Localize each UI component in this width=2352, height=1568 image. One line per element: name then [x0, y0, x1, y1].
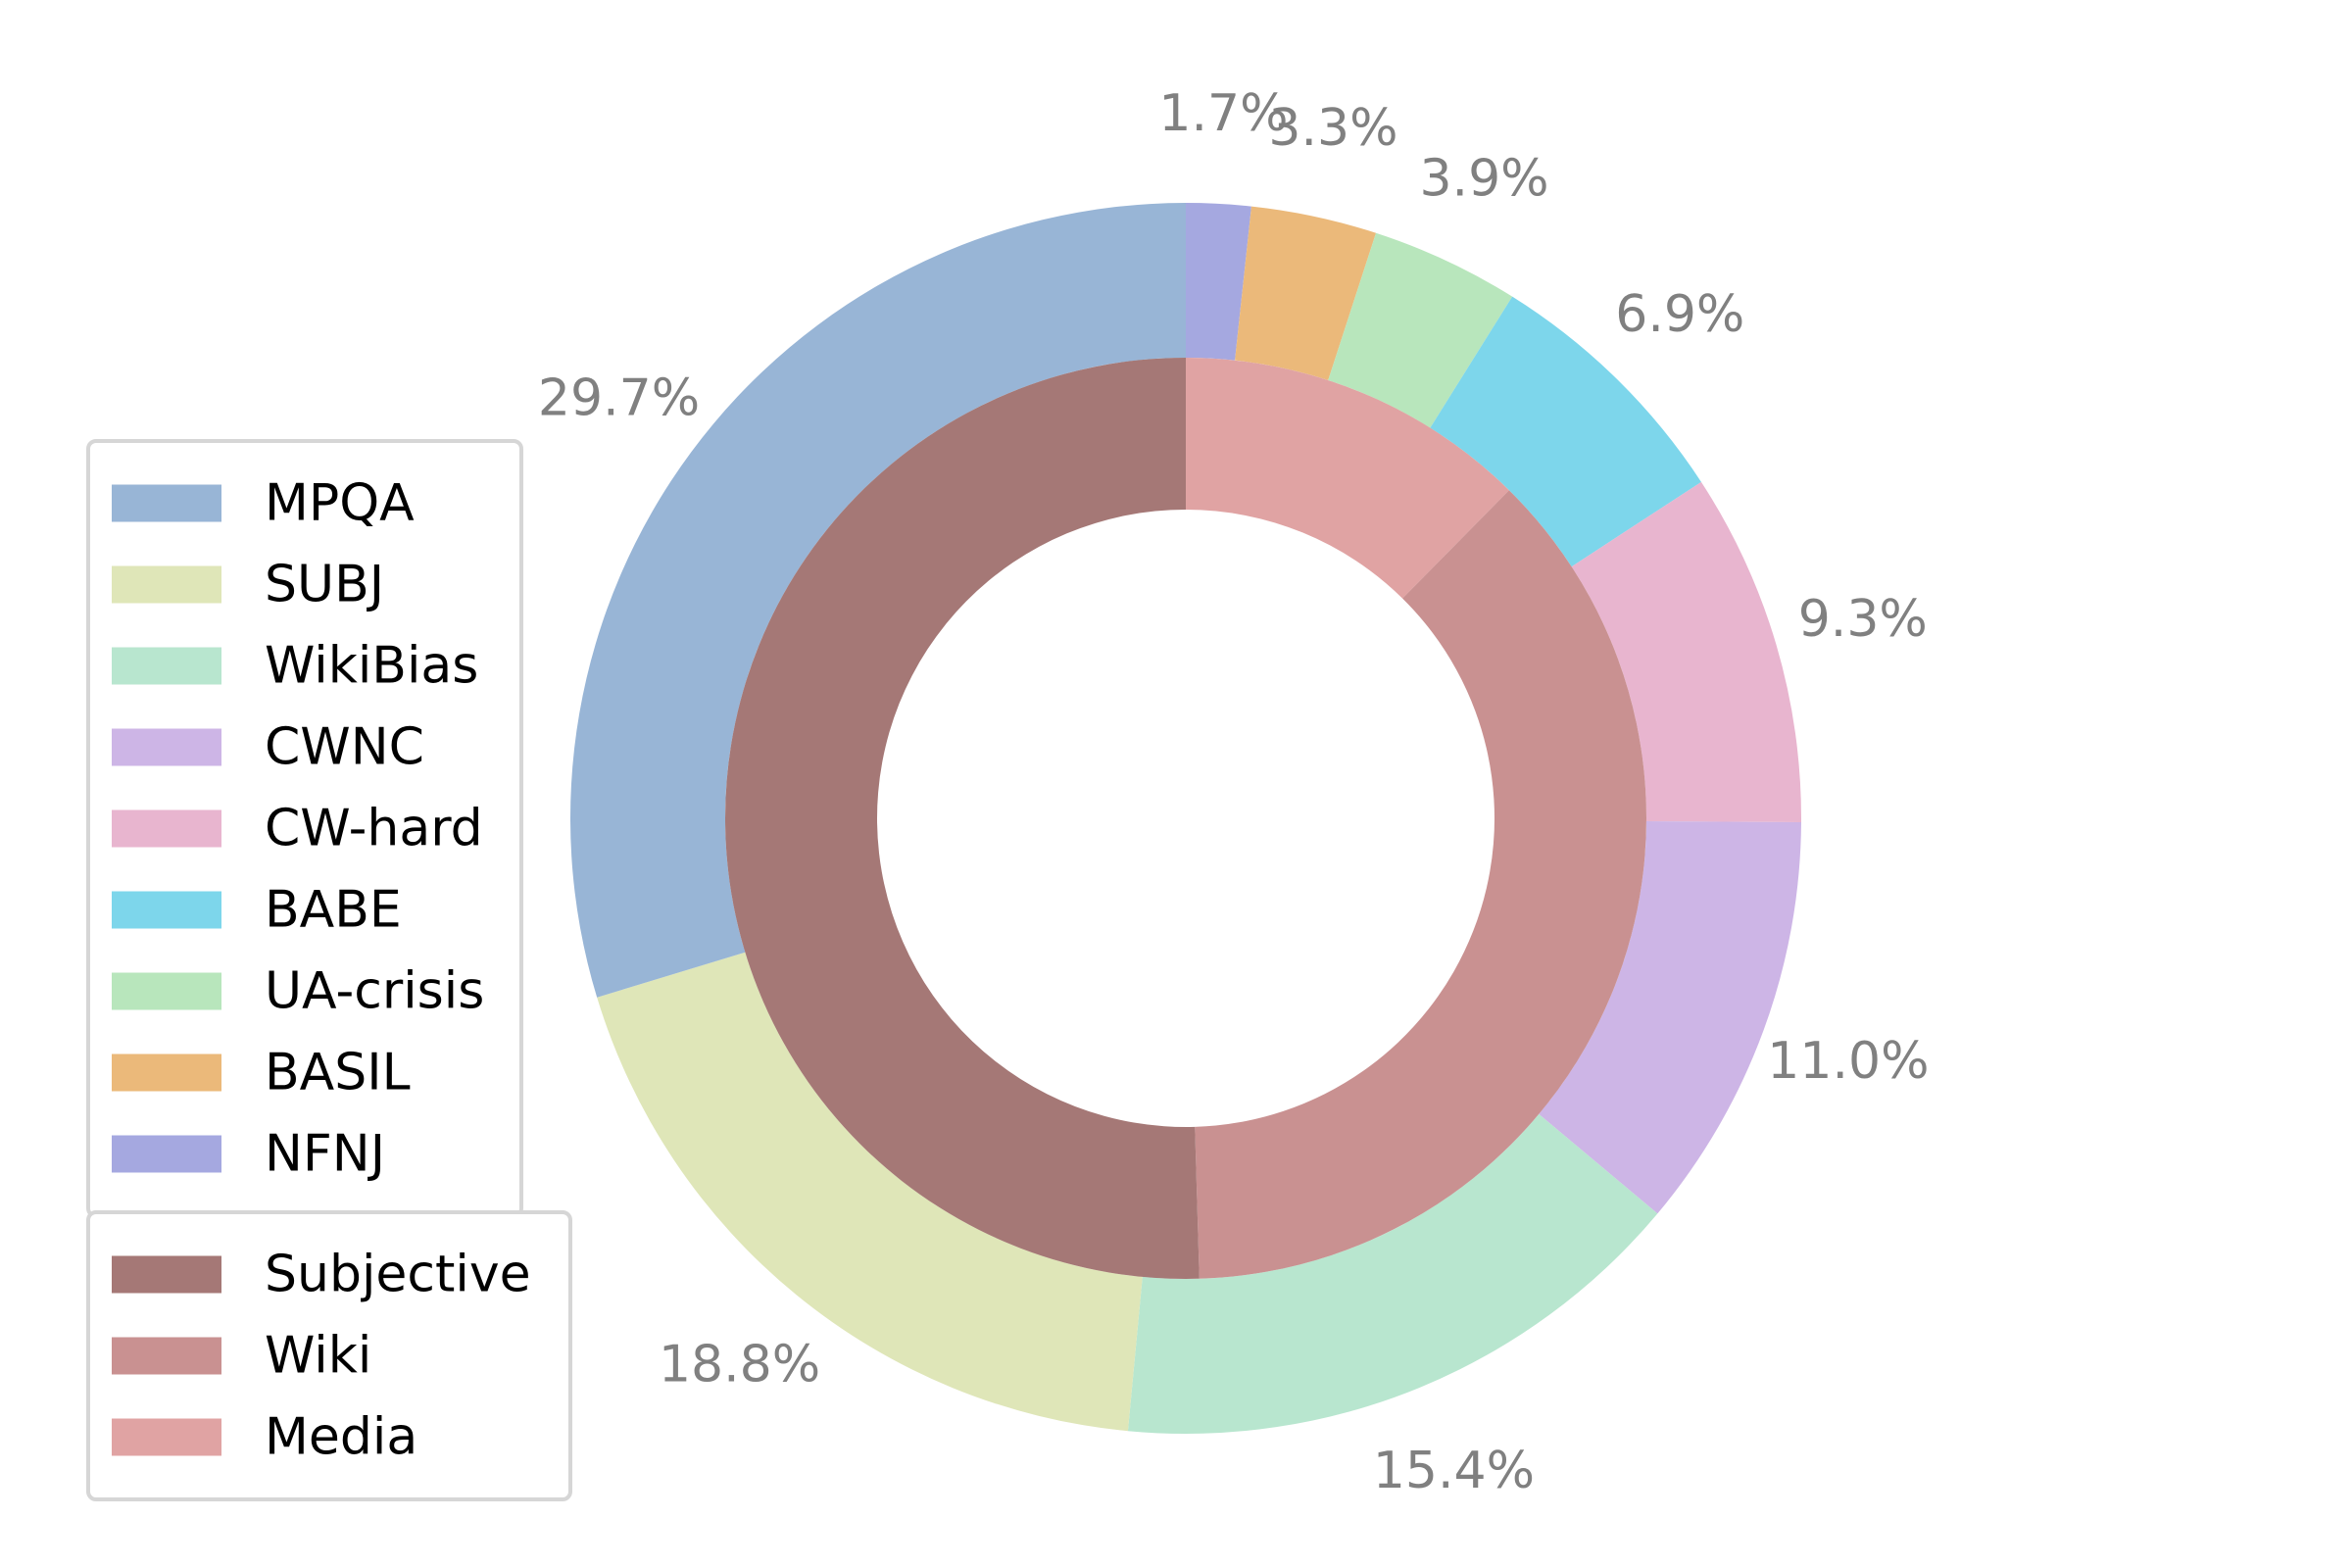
outer-slice-mpqa [570, 203, 1186, 998]
pct-label-wikibias: 15.4% [1373, 1442, 1535, 1500]
inner-ring [724, 358, 1646, 1279]
legend-swatch-media [112, 1418, 221, 1456]
legend-swatch-nfnj [112, 1135, 221, 1173]
dataset-legend: MPQA SUBJ WikiBias CWNC CW-hard BABE UA-crisis… [86, 439, 523, 1218]
legend-swatch-ua-crisis [112, 972, 221, 1010]
pct-label-ua-crisis: 3.9% [1419, 150, 1548, 209]
legend-swatch-mpqa [112, 484, 221, 522]
legend-label-wikibias: WikiBias [265, 637, 478, 696]
legend-swatch-wiki [112, 1337, 221, 1375]
legend-label-wiki: Wiki [265, 1327, 371, 1386]
legend-swatch-wikibias [112, 647, 221, 685]
outer-slice-ua-crisis [1328, 232, 1513, 428]
legend-label-ua-crisis: UA-crisis [265, 962, 484, 1021]
pct-label-mpqa: 29.7% [538, 368, 700, 427]
pct-label-nfnj: 1.7% [1158, 84, 1288, 143]
outer-slice-wikibias [1127, 1113, 1658, 1434]
legend-label-subjective: Subjective [265, 1246, 531, 1304]
legend-label-basil: BASIL [265, 1044, 411, 1102]
pct-label-basil: 3.3% [1268, 99, 1397, 158]
pct-label-cw-hard: 9.3% [1798, 590, 1928, 649]
inner-slice-media [1186, 358, 1509, 599]
inner-slice-wiki [1195, 490, 1646, 1279]
pct-label-subj: 18.8% [659, 1336, 820, 1395]
outer-slice-subj [597, 952, 1143, 1432]
legend-label-nfnj: NFNJ [265, 1125, 385, 1184]
outer-slice-cw-hard [1571, 481, 1801, 822]
legend-label-subj: SUBJ [265, 556, 384, 614]
legend-swatch-cwnc [112, 728, 221, 766]
outer-slice-basil [1235, 206, 1377, 381]
percentage-labels: 1.7%3.3% 3.9% 6.9% 9.3% 11.0% 15.4% 18.8% 29.7% [538, 84, 1930, 1500]
legend-label-babe: BABE [265, 881, 402, 940]
legend-swatch-babe [112, 891, 221, 929]
legend-label-cw-hard: CW-hard [265, 800, 483, 858]
outer-ring [570, 203, 1801, 1434]
legend-swatch-subj [112, 565, 221, 604]
pct-label-babe: 6.9% [1615, 285, 1744, 344]
outer-slice-babe [1430, 296, 1701, 567]
legend-label-cwnc: CWNC [265, 718, 424, 777]
category-legend: Subjective Wiki Media [86, 1210, 572, 1501]
outer-slice-cwnc [1539, 820, 1801, 1214]
legend-label-mpqa: MPQA [265, 474, 415, 533]
legend-swatch-cw-hard [112, 809, 221, 848]
inner-slice-subjective [724, 358, 1200, 1279]
legend-label-media: Media [265, 1408, 417, 1467]
pct-label-cwnc: 11.0% [1767, 1032, 1929, 1091]
legend-swatch-subjective [112, 1255, 221, 1294]
outer-slice-nfnj [1186, 203, 1251, 361]
legend-swatch-basil [112, 1054, 221, 1092]
